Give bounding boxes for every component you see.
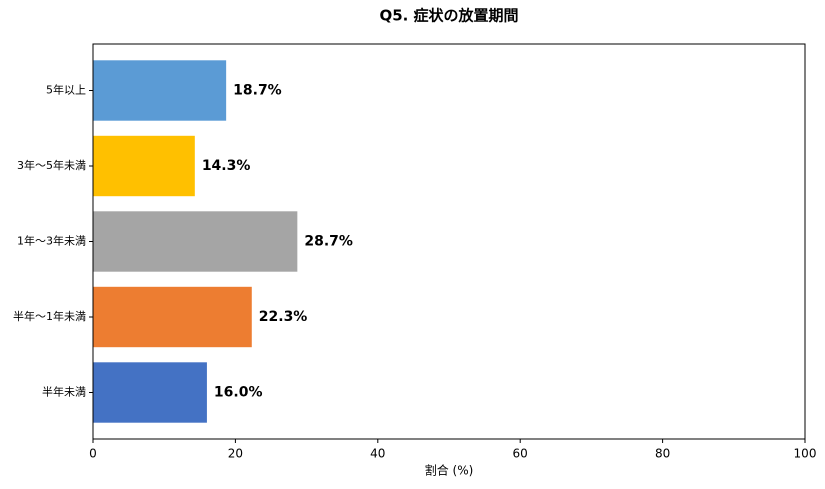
value-label: 22.3% xyxy=(259,309,308,325)
x-tick-label: 80 xyxy=(655,447,670,461)
y-tick-label: 半年〜1年未満 xyxy=(13,309,86,323)
x-tick-label: 20 xyxy=(228,447,243,461)
y-tick-label: 3年〜5年未満 xyxy=(17,158,86,172)
x-tick-label: 100 xyxy=(794,447,817,461)
value-label: 14.3% xyxy=(202,158,251,174)
x-axis-label: 割合 (%) xyxy=(425,463,474,478)
y-tick-label: 半年未満 xyxy=(42,385,86,399)
bar xyxy=(93,362,207,423)
bar xyxy=(93,286,252,348)
x-tick-label: 40 xyxy=(370,447,385,461)
bar xyxy=(93,60,227,121)
value-label: 18.7% xyxy=(233,83,282,99)
bar xyxy=(93,135,195,197)
y-tick-label: 1年〜3年未満 xyxy=(17,234,86,248)
value-label: 28.7% xyxy=(304,234,353,250)
x-tick-label: 60 xyxy=(513,447,528,461)
x-tick-label: 0 xyxy=(89,447,97,461)
value-label: 16.0% xyxy=(214,385,263,401)
chart-title: Q5. 症状の放置期間 xyxy=(379,7,518,25)
plot-frame xyxy=(92,43,806,440)
y-tick-label: 5年以上 xyxy=(46,83,86,97)
bar xyxy=(93,211,298,272)
